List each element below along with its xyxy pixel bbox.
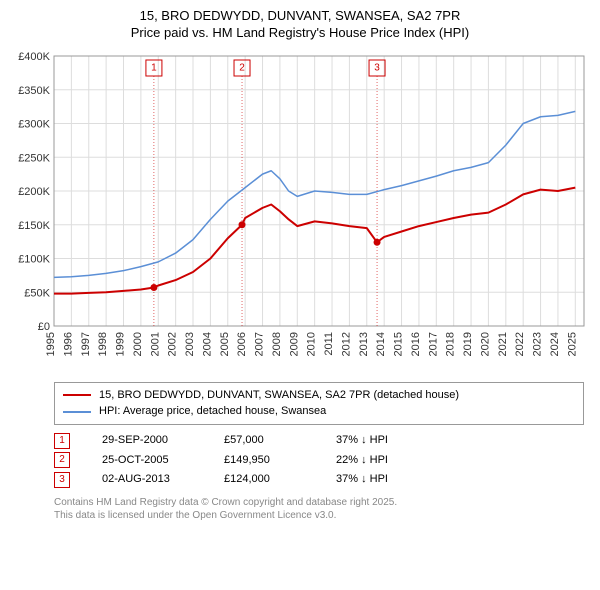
sale-date: 29-SEP-2000 (102, 431, 192, 451)
title-line-2: Price paid vs. HM Land Registry's House … (8, 25, 592, 42)
svg-text:£350K: £350K (18, 85, 50, 97)
svg-text:2001: 2001 (149, 332, 161, 356)
svg-text:1998: 1998 (97, 332, 109, 356)
svg-text:2004: 2004 (201, 332, 213, 356)
svg-text:2000: 2000 (132, 332, 144, 356)
legend-swatch (63, 394, 91, 397)
svg-text:2021: 2021 (497, 332, 509, 356)
svg-text:1: 1 (151, 62, 157, 73)
svg-text:2017: 2017 (427, 332, 439, 356)
svg-text:2023: 2023 (532, 332, 544, 356)
sale-price: £124,000 (224, 470, 304, 490)
svg-text:2022: 2022 (514, 332, 526, 356)
svg-text:1996: 1996 (62, 332, 74, 356)
chart-container: £0 £50K £100K £150K £200K £250K £300K £350K £400… (8, 46, 592, 376)
svg-text:2019: 2019 (462, 332, 474, 356)
legend: 15, BRO DEDWYDD, DUNVANT, SWANSEA, SA2 7… (54, 382, 584, 425)
svg-text:2012: 2012 (340, 332, 352, 356)
svg-text:2008: 2008 (271, 332, 283, 356)
chart-title: 15, BRO DEDWYDD, DUNVANT, SWANSEA, SA2 7… (8, 8, 592, 42)
svg-text:2006: 2006 (236, 332, 248, 356)
svg-text:1999: 1999 (115, 332, 127, 356)
sale-date: 25-OCT-2005 (102, 451, 192, 471)
svg-text:2: 2 (239, 62, 245, 73)
sale-row: 2 25-OCT-2005 £149,950 22% ↓ HPI (54, 451, 584, 471)
svg-text:£0: £0 (38, 321, 50, 333)
svg-text:£300K: £300K (18, 118, 50, 130)
svg-text:2002: 2002 (167, 332, 179, 356)
legend-row: 15, BRO DEDWYDD, DUNVANT, SWANSEA, SA2 7… (63, 387, 575, 404)
legend-label: HPI: Average price, detached house, Swan… (99, 403, 326, 420)
sale-row: 1 29-SEP-2000 £57,000 37% ↓ HPI (54, 431, 584, 451)
svg-text:£250K: £250K (18, 152, 50, 164)
svg-text:£100K: £100K (18, 253, 50, 265)
svg-text:1997: 1997 (80, 332, 92, 356)
svg-text:£150K: £150K (18, 220, 50, 232)
sales-table: 1 29-SEP-2000 £57,000 37% ↓ HPI 2 25-OCT-2005… (54, 431, 584, 490)
svg-text:1995: 1995 (45, 332, 57, 356)
svg-text:2016: 2016 (410, 332, 422, 356)
svg-text:2009: 2009 (288, 332, 300, 356)
svg-text:2013: 2013 (358, 332, 370, 356)
footnote-line-2: This data is licensed under the Open Gov… (54, 509, 584, 522)
legend-label: 15, BRO DEDWYDD, DUNVANT, SWANSEA, SA2 7… (99, 387, 459, 404)
price-chart: £0 £50K £100K £150K £200K £250K £300K £350K £400… (8, 46, 592, 376)
sale-price: £57,000 (224, 431, 304, 451)
svg-text:2010: 2010 (306, 332, 318, 356)
svg-text:£50K: £50K (24, 287, 50, 299)
sale-delta: 22% ↓ HPI (336, 451, 426, 471)
svg-text:2011: 2011 (323, 332, 335, 356)
svg-text:2007: 2007 (254, 332, 266, 356)
sale-marker: 1 (54, 433, 70, 449)
svg-text:3: 3 (374, 62, 380, 73)
sale-marker: 2 (54, 452, 70, 468)
title-line-1: 15, BRO DEDWYDD, DUNVANT, SWANSEA, SA2 7… (8, 8, 592, 25)
svg-text:2024: 2024 (549, 332, 561, 356)
svg-text:2005: 2005 (219, 332, 231, 356)
svg-text:£200K: £200K (18, 186, 50, 198)
sale-marker: 3 (54, 472, 70, 488)
legend-row: HPI: Average price, detached house, Swan… (63, 403, 575, 420)
sale-delta: 37% ↓ HPI (336, 431, 426, 451)
footnote-line-1: Contains HM Land Registry data © Crown c… (54, 496, 584, 509)
svg-text:2014: 2014 (375, 332, 387, 356)
sale-date: 02-AUG-2013 (102, 470, 192, 490)
sale-delta: 37% ↓ HPI (336, 470, 426, 490)
sale-row: 3 02-AUG-2013 £124,000 37% ↓ HPI (54, 470, 584, 490)
svg-text:2015: 2015 (393, 332, 405, 356)
legend-swatch (63, 411, 91, 413)
svg-text:£400K: £400K (18, 51, 50, 63)
svg-text:2020: 2020 (479, 332, 491, 356)
svg-text:2003: 2003 (184, 332, 196, 356)
svg-text:2025: 2025 (566, 332, 578, 356)
svg-text:2018: 2018 (445, 332, 457, 356)
footnote: Contains HM Land Registry data © Crown c… (54, 496, 584, 522)
sale-price: £149,950 (224, 451, 304, 471)
